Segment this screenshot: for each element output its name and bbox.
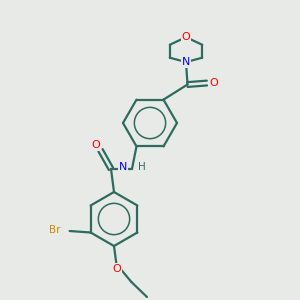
Text: O: O [112,263,121,274]
Text: N: N [119,162,128,172]
Text: O: O [209,78,218,88]
Text: H: H [138,162,146,172]
Text: O: O [182,32,190,42]
Text: Br: Br [49,225,61,235]
Text: O: O [92,140,100,150]
Text: N: N [182,57,190,67]
